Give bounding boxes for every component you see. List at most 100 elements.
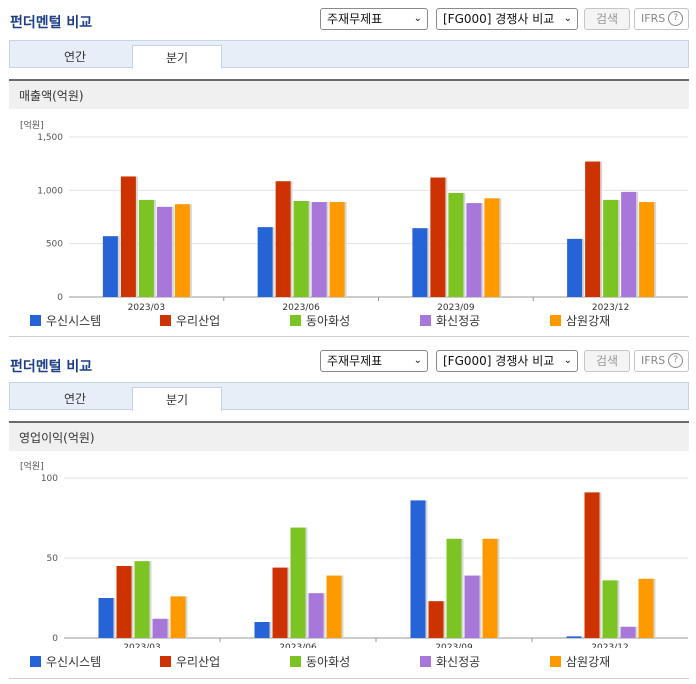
bar[interactable] bbox=[102, 236, 118, 297]
period-tabs: 연간 분기 bbox=[9, 382, 689, 411]
peer-group-select[interactable]: [FG000] 경쟁사 비교 ⌄ bbox=[436, 8, 578, 30]
chevron-down-icon: ⌄ bbox=[413, 355, 422, 366]
bar[interactable] bbox=[138, 199, 154, 297]
bar[interactable] bbox=[275, 181, 291, 297]
bar[interactable] bbox=[293, 201, 309, 297]
bar[interactable] bbox=[567, 238, 583, 297]
legend-item[interactable]: 동아화성 bbox=[290, 654, 350, 670]
bar[interactable] bbox=[329, 202, 345, 297]
legend-label: 우신시스템 bbox=[46, 655, 102, 669]
bar[interactable] bbox=[152, 618, 168, 638]
legend-item[interactable]: 동아화성 bbox=[290, 313, 350, 329]
bar[interactable] bbox=[308, 593, 324, 638]
tab-annual[interactable]: 연간 bbox=[63, 50, 87, 64]
tab-quarterly[interactable]: 분기 bbox=[132, 45, 222, 69]
bar[interactable] bbox=[174, 204, 190, 297]
x-tick-label: 2023/03 bbox=[123, 643, 160, 648]
legend-swatch bbox=[160, 656, 171, 667]
panel-title: 펀더멘털 비교 bbox=[10, 359, 93, 375]
bar[interactable] bbox=[603, 199, 619, 297]
legend-item[interactable]: 화신정공 bbox=[420, 313, 480, 329]
x-tick-label: 2023/09 bbox=[435, 643, 473, 648]
section-header: 영업이익(억원) bbox=[9, 421, 689, 451]
chevron-down-icon: ⌄ bbox=[563, 13, 572, 24]
bar[interactable] bbox=[584, 492, 600, 638]
statement-type-value: 주재무제표 bbox=[327, 354, 383, 368]
y-tick-label: 500 bbox=[46, 240, 63, 250]
bar[interactable] bbox=[620, 626, 636, 638]
help-icon[interactable]: ? bbox=[668, 10, 684, 26]
bar[interactable] bbox=[446, 538, 462, 638]
legend-label: 삼원강재 bbox=[566, 655, 611, 669]
bar[interactable] bbox=[464, 575, 480, 638]
operating-profit-bar-chart: 0 50 100 2023/03 2023/06 2023/09 2023/12 bbox=[41, 474, 688, 648]
bar[interactable] bbox=[272, 567, 288, 638]
ifrs-button[interactable]: IFRS? bbox=[634, 8, 689, 30]
search-button[interactable]: 검색 bbox=[584, 8, 630, 30]
bar[interactable] bbox=[311, 202, 327, 297]
legend-item[interactable]: 우신시스템 bbox=[30, 313, 101, 329]
bar[interactable] bbox=[257, 227, 273, 297]
legend-item[interactable]: 우리산업 bbox=[160, 313, 220, 329]
panel-title: 펀더멘털 비교 bbox=[10, 15, 93, 31]
ifrs-label: IFRS bbox=[641, 354, 666, 367]
bar[interactable] bbox=[410, 500, 426, 638]
bar[interactable] bbox=[430, 177, 446, 297]
x-tick-label: 2023/12 bbox=[592, 303, 629, 313]
legend-swatch bbox=[160, 315, 171, 326]
legend-label: 삼원강재 bbox=[566, 314, 611, 328]
peer-group-select[interactable]: [FG000] 경쟁사 비교 ⌄ bbox=[436, 350, 578, 372]
bar[interactable] bbox=[326, 575, 342, 638]
bar[interactable] bbox=[482, 538, 498, 638]
peer-group-value: [FG000] 경쟁사 비교 bbox=[443, 354, 555, 368]
legend-item[interactable]: 우리산업 bbox=[160, 654, 220, 670]
bar[interactable] bbox=[134, 561, 150, 638]
search-button[interactable]: 검색 bbox=[584, 350, 630, 372]
bar[interactable] bbox=[566, 636, 582, 638]
bar[interactable] bbox=[170, 596, 186, 638]
legend-swatch bbox=[550, 315, 561, 326]
bar[interactable] bbox=[448, 193, 464, 297]
bar[interactable] bbox=[638, 578, 654, 638]
chart-legend: 우신시스템 우리산업 동아화성 화신정공 삼원강재 bbox=[30, 654, 690, 670]
legend-label: 우리산업 bbox=[176, 655, 221, 669]
tab-annual[interactable]: 연간 bbox=[63, 392, 87, 406]
bar[interactable] bbox=[602, 580, 618, 638]
y-tick-label: 1,500 bbox=[37, 133, 63, 143]
bar[interactable] bbox=[290, 527, 306, 638]
ifrs-button[interactable]: IFRS? bbox=[634, 350, 689, 372]
bar[interactable] bbox=[484, 198, 500, 297]
bar[interactable] bbox=[156, 206, 172, 297]
bar[interactable] bbox=[254, 622, 270, 638]
bar[interactable] bbox=[412, 228, 428, 297]
statement-type-select[interactable]: 주재무제표 ⌄ bbox=[320, 8, 428, 30]
bar[interactable] bbox=[639, 202, 655, 297]
legend-item[interactable]: 우신시스템 bbox=[30, 654, 101, 670]
bar[interactable] bbox=[585, 161, 601, 297]
chevron-down-icon: ⌄ bbox=[413, 13, 422, 24]
legend-label: 동아화성 bbox=[306, 655, 351, 669]
bar[interactable] bbox=[120, 176, 136, 297]
bar[interactable] bbox=[621, 191, 637, 297]
legend-label: 우신시스템 bbox=[46, 314, 102, 328]
bar[interactable] bbox=[466, 203, 482, 297]
x-tick-label: 2023/03 bbox=[128, 303, 165, 313]
help-icon[interactable]: ? bbox=[668, 352, 684, 368]
ifrs-label: IFRS bbox=[641, 12, 666, 25]
fundamental-panel-operating-profit: 펀더멘털 비교 주재무제표 ⌄ [FG000] 경쟁사 비교 ⌄ 검색 IFRS? … bbox=[0, 342, 696, 684]
bar[interactable] bbox=[116, 566, 132, 638]
legend-item[interactable]: 화신정공 bbox=[420, 654, 480, 670]
legend-item[interactable]: 삼원강재 bbox=[550, 313, 610, 329]
y-tick-label: 50 bbox=[47, 554, 59, 564]
legend-swatch bbox=[420, 656, 431, 667]
x-tick-label: 2023/12 bbox=[591, 643, 628, 648]
legend-label: 동아화성 bbox=[306, 314, 351, 328]
legend-item[interactable]: 삼원강재 bbox=[550, 654, 610, 670]
y-tick-label: 1,000 bbox=[37, 186, 63, 196]
bar[interactable] bbox=[428, 601, 444, 638]
bar[interactable] bbox=[98, 598, 114, 638]
statement-type-select[interactable]: 주재무제표 ⌄ bbox=[320, 350, 428, 372]
sales-bar-chart: 0 500 1,000 1,500 2023/03 2023/06 2023/09 2023/… bbox=[37, 133, 688, 313]
tab-quarterly[interactable]: 분기 bbox=[132, 387, 222, 411]
x-tick-label: 2023/09 bbox=[437, 303, 475, 313]
